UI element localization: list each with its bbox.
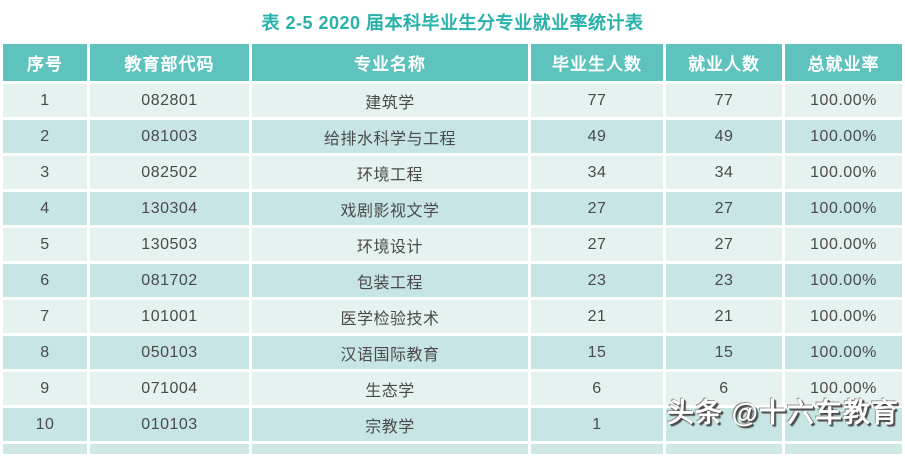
table-cell: 15 [531,336,663,369]
table-cell: 8 [3,336,87,369]
table-cell: 77 [531,84,663,117]
table-cell: 100.00% [785,372,902,405]
table-cell: 医学检验技术 [252,300,528,333]
column-header-employment-rate: 总就业率 [785,44,902,81]
table-cell: 49 [666,120,782,153]
table-cell: 包装工程 [252,264,528,297]
table-cell: 050103 [90,336,249,369]
table-cell: 27 [666,228,782,261]
table-cell: 汉语国际教育 [252,336,528,369]
table-row: 1 082801 建筑学 77 77 100.00% [3,84,902,117]
table-cell: 100.00% [785,156,902,189]
table-cell: 081003 [90,120,249,153]
employment-rate-table: 序号 教育部代码 专业名称 毕业生人数 就业人数 总就业率 1 082801 建筑学… [0,41,905,457]
table-cell: 130304 [90,192,249,225]
table-row: 4 130304 戏剧影视文学 27 27 100.00% [3,192,902,225]
table-cell: 082801 [90,84,249,117]
table-cell: 27 [531,228,663,261]
table-body: 1 082801 建筑学 77 77 100.00% 2 081003 给排水科学与工程 49 49… [3,84,902,441]
table-row: 7 101001 医学检验技术 21 21 100.00% [3,300,902,333]
table-cell: 宗教学 [252,408,528,441]
table-cell: 100.00% [785,336,902,369]
table-cell: 9 [3,372,87,405]
column-header-major-name: 专业名称 [252,44,528,81]
table-cell: 给排水科学与工程 [252,120,528,153]
table-cell: 100.00% [785,228,902,261]
table-cell: 100.00% [785,192,902,225]
table-cell: 1 [531,408,663,441]
table-cell: 15 [666,336,782,369]
column-header-index: 序号 [3,44,87,81]
table-cell: 071004 [90,372,249,405]
table-cell: 环境设计 [252,228,528,261]
table-cell: 27 [666,192,782,225]
table-cell: 082502 [90,156,249,189]
table-cell: 010103 [90,408,249,441]
table-cell: 23 [666,264,782,297]
table-cell: 100.00% [785,120,902,153]
table-cell: 3 [3,156,87,189]
table-cell: 建筑学 [252,84,528,117]
table-cell: 21 [531,300,663,333]
table-cell: 21 [666,300,782,333]
table-cell: 130503 [90,228,249,261]
column-header-graduate-count: 毕业生人数 [531,44,663,81]
table-cell: 101001 [90,300,249,333]
table-cell: 77 [666,84,782,117]
column-header-employed-count: 就业人数 [666,44,782,81]
table-cell: 10 [3,408,87,441]
table-row: 8 050103 汉语国际教育 15 15 100.00% [3,336,902,369]
table-cell: 100.00% [785,300,902,333]
table-cell: 100.00% [785,84,902,117]
table-cell: 34 [666,156,782,189]
table-header-row: 序号 教育部代码 专业名称 毕业生人数 就业人数 总就业率 [3,44,902,81]
table-cell: 23 [531,264,663,297]
watermark: 头条 @十六车教育 [667,398,899,428]
table-cell: 6 [531,372,663,405]
table-row: 3 082502 环境工程 34 34 100.00% [3,156,902,189]
table-cell: 2 [3,120,87,153]
table-cell: 081702 [90,264,249,297]
table-cell: 环境工程 [252,156,528,189]
table-cell: 7 [3,300,87,333]
table-row: 2 081003 给排水科学与工程 49 49 100.00% [3,120,902,153]
table-cell: 生态学 [252,372,528,405]
table-cell: 34 [531,156,663,189]
table-cell: 4 [3,192,87,225]
page-title: 表 2-5 2020 届本科毕业生分专业就业率统计表 [261,13,644,33]
next-row-sliver [3,444,902,454]
table-cell: 5 [3,228,87,261]
table-cell: 6 [3,264,87,297]
table-row: 6 081702 包装工程 23 23 100.00% [3,264,902,297]
column-header-moe-code: 教育部代码 [90,44,249,81]
table-cell: 戏剧影视文学 [252,192,528,225]
table-cell: 1 [3,84,87,117]
table-cell: 100.00% [785,264,902,297]
table-row: 5 130503 环境设计 27 27 100.00% [3,228,902,261]
table-cell: 49 [531,120,663,153]
table-cell: 6 [666,372,782,405]
table-row: 9 071004 生态学 6 6 100.00% [3,372,902,405]
table-cell: 27 [531,192,663,225]
